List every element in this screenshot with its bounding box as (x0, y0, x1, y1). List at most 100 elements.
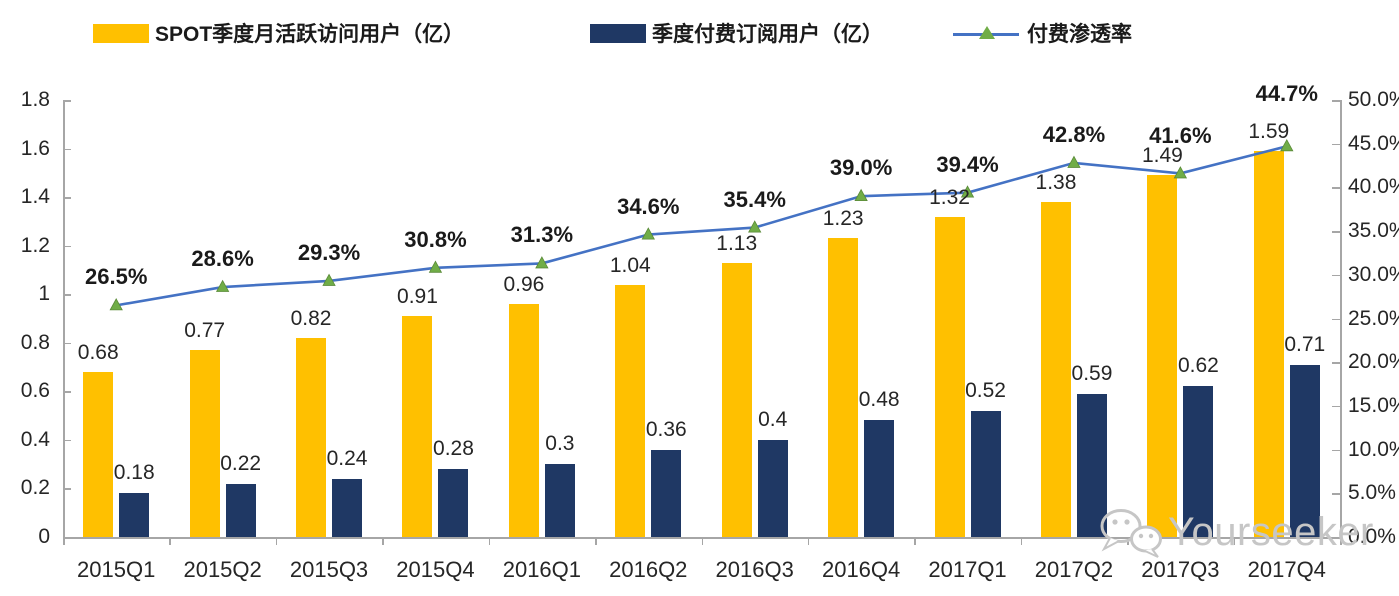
right-axis-tick (1332, 143, 1340, 146)
subscriber-bar-value-label: 0.4 (758, 407, 788, 431)
right-axis-tick-label: 15.0% (1348, 393, 1399, 417)
subscriber-bar (332, 478, 363, 537)
left-axis-tick (63, 197, 71, 199)
mau-bar-value-label: 1.04 (609, 253, 651, 277)
watermark: Yourseeker (1096, 505, 1374, 559)
right-axis-tick (1332, 231, 1340, 233)
penetration-value-label: 31.3% (510, 222, 574, 248)
right-axis-tick (1332, 318, 1340, 320)
x-axis-category-label: 2017Q4 (1247, 557, 1326, 582)
right-axis-tick-label: 20.0% (1348, 350, 1399, 374)
x-axis-category-label: 2017Q2 (1034, 557, 1114, 582)
mau-bar (296, 337, 327, 537)
x-axis-category-label: 2017Q3 (1141, 557, 1220, 582)
mau-bar (934, 216, 965, 537)
left-axis-tick (63, 439, 71, 442)
subscriber-bar (651, 449, 682, 537)
mau-bar (828, 238, 859, 537)
mau-bar (402, 316, 433, 537)
penetration-value-label: 30.8% (404, 226, 467, 252)
mau-bar-value-label: 0.68 (77, 340, 119, 364)
mau-bar-value-label: 1.32 (929, 185, 970, 209)
x-axis-tick (169, 537, 171, 545)
x-axis-tick (1340, 537, 1342, 545)
subscriber-bar-value-label: 0.22 (220, 451, 262, 475)
left-axis-tick (63, 391, 71, 393)
x-axis-category-label: 2015Q3 (289, 557, 369, 582)
right-axis-tick (1332, 405, 1340, 408)
penetration-line-swatch-icon (953, 24, 1019, 43)
penetration-value-label: 35.4% (723, 186, 786, 212)
mau-bar (508, 303, 539, 537)
x-axis-category-label: 2016Q2 (609, 557, 688, 582)
subscriber-bar-value-label: 0.71 (1284, 332, 1326, 356)
left-axis-line (63, 100, 65, 539)
subscriber-bar-value-label: 0.48 (858, 388, 900, 412)
penetration-line-path (115, 145, 1288, 307)
right-axis-tick-label: 45.0% (1348, 131, 1399, 155)
x-axis-tick (807, 537, 810, 545)
left-axis-tick (63, 537, 71, 539)
left-axis-tick-label: 1.6 (20, 136, 50, 160)
subscriber-bar-value-label: 0.18 (113, 461, 155, 485)
legend-item-penetration: 付费渗透率 (953, 20, 1132, 46)
x-axis-tick (701, 537, 703, 545)
subscriber-bar (225, 483, 256, 537)
subscriber-bar (438, 469, 469, 537)
x-axis-tick (1233, 537, 1236, 545)
right-axis-tick-label: 0.0% (1348, 525, 1396, 548)
left-axis-tick-label: 1 (38, 282, 50, 306)
left-axis-tick-label: 1.4 (20, 185, 50, 209)
penetration-marker-icon (428, 260, 443, 273)
left-axis-tick-label: 0 (38, 525, 50, 548)
x-axis-tick (275, 537, 278, 545)
x-axis-tick (595, 537, 597, 545)
x-axis-tick (63, 537, 65, 545)
wechat-icon (1100, 509, 1162, 558)
right-axis-tick-label: 5.0% (1348, 481, 1396, 505)
left-axis-tick (63, 488, 71, 490)
legend-label-subscribers: 季度付费订阅用户（亿） (652, 23, 883, 46)
left-axis-tick (63, 294, 71, 296)
penetration-marker-icon (854, 188, 868, 202)
left-axis-tick (63, 245, 71, 248)
right-axis-tick-label: 10.0% (1348, 437, 1399, 461)
x-axis-category-label: 2016Q4 (821, 557, 901, 582)
x-axis-tick (488, 537, 491, 545)
subscriber-bar (1183, 386, 1214, 537)
right-axis-tick-label: 40.0% (1348, 175, 1399, 199)
penetration-marker-icon (322, 273, 336, 286)
x-axis-category-label: 2016Q3 (715, 557, 794, 582)
subscriber-bar (864, 420, 895, 537)
mau-bar-swatch-icon (93, 23, 149, 43)
penetration-marker-icon (1067, 155, 1081, 168)
mau-bar-value-label: 1.38 (1035, 170, 1077, 194)
right-axis-tick (1332, 449, 1340, 452)
right-axis-tick (1332, 274, 1340, 277)
subscriber-bar-value-label: 0.28 (433, 437, 474, 461)
subscriber-bar (757, 439, 788, 537)
mau-bar (615, 284, 646, 537)
mau-bar (1040, 201, 1071, 537)
subscriber-bar (1289, 364, 1320, 537)
legend-label-mau: SPOT季度月活跃访问用户（亿） (155, 23, 465, 46)
left-axis-tick-label: 1.2 (20, 233, 50, 257)
penetration-value-label: 28.6% (191, 246, 254, 272)
penetration-value-label: 44.7% (1255, 81, 1318, 107)
penetration-value-label: 26.5% (85, 264, 148, 290)
left-axis-tick (63, 148, 71, 151)
x-axis-tick (914, 537, 916, 545)
left-axis-tick (63, 342, 71, 345)
subscriber-bar-value-label: 0.24 (326, 446, 368, 470)
left-axis-tick (63, 100, 71, 102)
penetration-value-label: 41.6% (1149, 123, 1212, 149)
x-axis-category-label: 2016Q1 (502, 557, 582, 582)
subscriber-bar (970, 410, 1001, 537)
legend-label-penetration: 付费渗透率 (1027, 23, 1132, 46)
mau-bar (1147, 175, 1178, 537)
subscriber-bar-value-label: 0.59 (1071, 361, 1113, 385)
left-axis-tick-label: 0.8 (20, 330, 50, 354)
right-axis-tick (1332, 537, 1340, 539)
x-axis-category-label: 2015Q4 (396, 557, 475, 582)
